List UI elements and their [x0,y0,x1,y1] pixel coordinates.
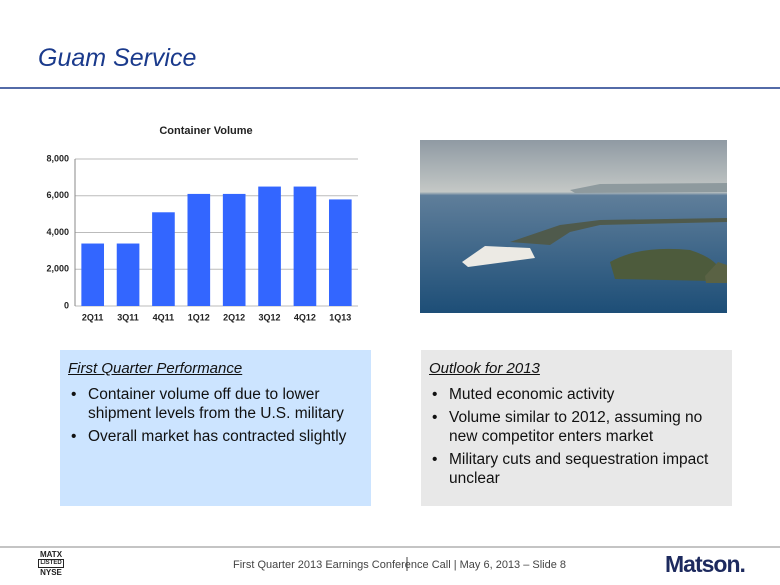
exchange-badge: MATX LISTED NYSE [38,550,64,577]
x-tick-label: 2Q12 [223,312,245,322]
y-tick-label: 4,000 [46,227,69,237]
bullet: Military cuts and sequestration impact u… [432,450,720,488]
y-tick-label: 6,000 [46,190,69,200]
bullet: Overall market has contracted slightly [71,427,359,446]
bar [258,186,281,306]
bullet: Volume similar to 2012, assuming no new … [432,408,720,446]
x-tick-label: 4Q12 [294,312,316,322]
y-tick-label: 8,000 [46,153,69,163]
chart-title: Container Volume [159,125,252,137]
footer-text: First Quarter 2013 Earnings Conference C… [233,559,567,571]
y-tick-label: 2,000 [46,264,69,274]
panel: First Quarter Performance Container volu… [60,350,371,506]
x-tick-label: 3Q11 [117,312,139,322]
bar [152,212,175,306]
bar [293,186,317,306]
badge-line: MATX [39,550,63,559]
x-tick-label: 1Q12 [188,312,210,322]
x-tick-label: 1Q13 [329,312,351,322]
bullet: Muted economic activity [432,385,720,404]
x-tick-label: 2Q11 [82,312,104,322]
badge-line: NYSE [40,568,62,577]
panel: Outlook for 2013 Muted economic activity… [421,350,732,506]
panel-heading: Outlook for 2013 [429,360,540,377]
bar [222,193,246,306]
x-tick-label: 3Q12 [259,312,281,322]
photo [420,140,727,313]
panel-heading: First Quarter Performance [68,360,243,377]
bar [81,243,105,306]
bar [187,193,211,306]
bullet: Container volume off due to lower shipme… [71,385,359,423]
bar [328,199,352,306]
slide-title: Guam Service [38,44,197,72]
x-tick-label: 4Q11 [153,312,175,322]
y-tick-label: 0 [64,300,69,310]
badge-line: LISTED [38,559,64,568]
bullet-list: Container volume off due to lower shipme… [68,385,359,446]
bullet-list: Muted economic activity Volume similar to… [429,385,720,488]
company-logo: Matson. [665,551,746,577]
bar [116,243,140,306]
